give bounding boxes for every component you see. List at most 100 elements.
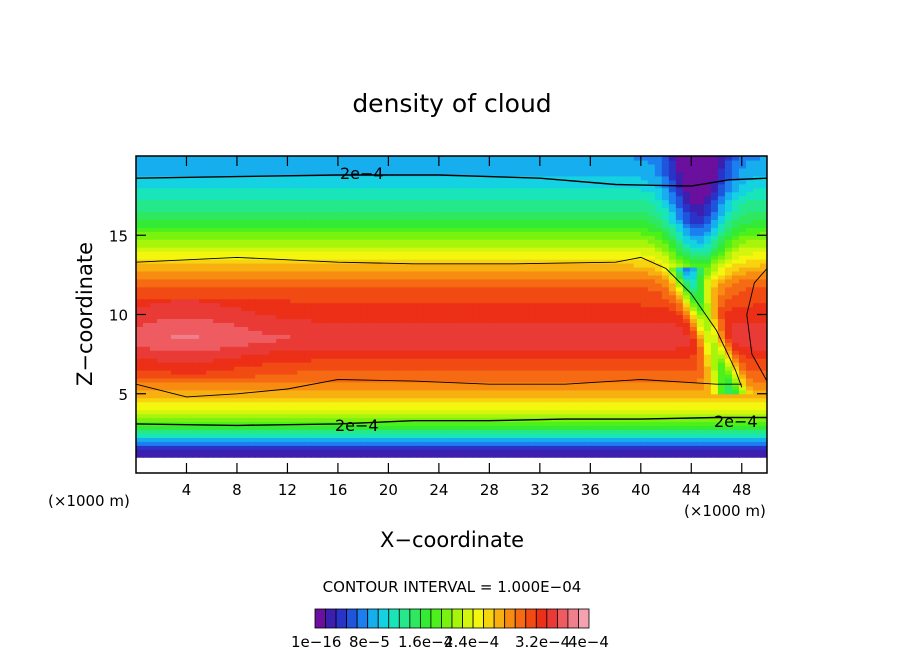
field-cell	[276, 437, 284, 442]
field-cell	[486, 334, 495, 339]
field-cell	[353, 243, 361, 248]
field-cell	[493, 385, 502, 391]
field-cell	[290, 282, 298, 288]
field-cell	[234, 247, 242, 252]
field-cell	[339, 441, 347, 446]
field-cell	[437, 326, 446, 331]
field-cell	[381, 338, 389, 343]
field-cell	[493, 255, 502, 260]
field-cell	[220, 159, 228, 165]
field-cell	[199, 314, 207, 320]
field-cell	[171, 227, 179, 232]
field-cell	[234, 385, 242, 391]
field-cell	[178, 381, 186, 387]
field-cell	[479, 175, 488, 181]
field-cell	[591, 310, 600, 316]
field-cell	[304, 282, 312, 288]
field-cell	[143, 223, 151, 228]
field-cell	[367, 278, 375, 284]
field-cell	[269, 441, 277, 446]
field-cell	[199, 453, 207, 458]
field-cell	[584, 251, 593, 256]
field-cell	[570, 354, 579, 359]
field-cell	[409, 179, 418, 185]
colour-bands	[136, 156, 767, 458]
field-cell	[325, 397, 333, 403]
field-cell	[150, 397, 158, 403]
field-cell	[332, 405, 340, 411]
field-cell	[444, 183, 453, 189]
field-cell	[437, 259, 446, 264]
field-cell	[423, 366, 432, 371]
field-cell	[374, 306, 382, 312]
field-cell	[143, 187, 151, 193]
field-cell	[150, 334, 158, 339]
field-cell	[584, 167, 593, 173]
field-cell	[444, 179, 453, 185]
field-cell	[332, 449, 340, 454]
field-cell	[150, 314, 158, 320]
field-cell	[549, 433, 558, 438]
field-cell	[297, 377, 305, 383]
field-cell	[374, 433, 382, 438]
field-cell	[416, 405, 425, 411]
field-cell	[493, 354, 502, 359]
field-cell	[591, 373, 600, 379]
field-cell	[465, 167, 474, 173]
field-cell	[500, 286, 509, 292]
field-cell	[451, 417, 460, 423]
field-cell	[297, 163, 305, 169]
field-cell	[227, 433, 235, 438]
field-cell	[374, 179, 382, 185]
field-cell	[577, 187, 586, 193]
field-cell	[220, 278, 228, 284]
field-cell	[381, 441, 389, 446]
field-cell	[164, 377, 172, 383]
field-cell	[507, 369, 516, 375]
field-cell	[395, 179, 404, 185]
field-cell	[479, 401, 488, 407]
field-cell	[528, 413, 537, 419]
field-cell	[521, 203, 530, 209]
field-cell	[136, 369, 144, 375]
field-cell	[290, 346, 298, 351]
field-cell	[297, 389, 305, 395]
field-cell	[402, 199, 411, 205]
field-cell	[542, 437, 551, 442]
field-cell	[325, 346, 333, 351]
field-cell	[388, 274, 397, 280]
field-cell	[150, 183, 158, 189]
field-cell	[304, 449, 312, 454]
field-cell	[465, 425, 474, 431]
field-cell	[199, 203, 207, 209]
field-cell	[500, 247, 509, 252]
field-cell	[248, 322, 256, 327]
field-cell	[234, 207, 242, 213]
field-cell	[535, 266, 544, 272]
field-cell	[437, 342, 446, 347]
field-cell	[150, 274, 158, 280]
field-cell	[542, 302, 551, 308]
field-cell	[164, 393, 172, 399]
field-cell	[500, 429, 509, 434]
field-cell	[164, 243, 172, 248]
field-cell	[143, 334, 151, 339]
field-cell	[143, 342, 151, 347]
field-cell	[220, 397, 228, 403]
field-cell	[472, 191, 481, 197]
field-cell	[374, 156, 382, 161]
field-cell	[416, 183, 425, 189]
field-cell	[276, 298, 284, 304]
field-cell	[297, 393, 305, 399]
field-cell	[220, 187, 228, 193]
field-cell	[570, 342, 579, 347]
field-cell	[339, 294, 347, 300]
field-cell	[472, 199, 481, 205]
field-cell	[591, 274, 600, 280]
field-cell	[248, 215, 256, 220]
field-cell	[241, 175, 249, 181]
field-cell	[290, 247, 298, 252]
field-cell	[465, 417, 474, 423]
field-cell	[339, 334, 347, 339]
field-cell	[353, 223, 361, 228]
